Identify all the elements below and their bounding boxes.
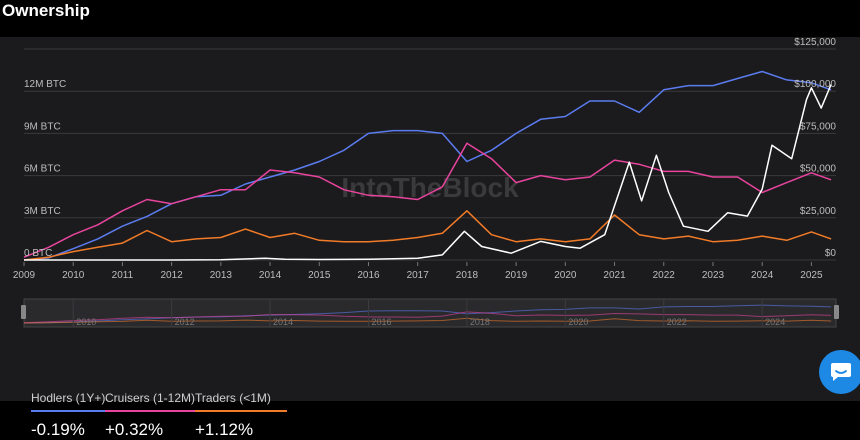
navigator-tick-label: 2016	[371, 317, 391, 327]
y-left-tick: 12M BTC	[24, 79, 66, 90]
navigator-right-handle	[834, 305, 839, 319]
x-tick-label: 2012	[161, 270, 184, 281]
chart-panel: IntoTheBlock $0 $25,000 $50,000 $75,000 $100…	[0, 37, 860, 439]
navigator-tick-label: 2010	[76, 317, 96, 327]
x-tick-label: 2020	[554, 270, 577, 281]
navigator-series-line	[23, 304, 832, 324]
series-line-cruisers-1-12m-	[23, 142, 832, 258]
x-tick-label: 2015	[308, 270, 331, 281]
legend-swatch	[105, 410, 197, 412]
series-line-traders-1m-	[23, 210, 832, 261]
navigator-window	[23, 298, 837, 328]
navigator-tick-label: 2022	[667, 317, 687, 327]
x-tick-label: 2022	[653, 270, 676, 281]
y-left-tick: 0 BTC	[24, 248, 52, 259]
axis-labels: $0 $25,000 $50,000 $75,000 $100,000 $125,000 0…	[13, 37, 837, 281]
chat-button[interactable]	[819, 350, 860, 394]
legend-traders[interactable]: Traders (<1M) +1.12%	[195, 391, 287, 440]
series-line-price	[24, 84, 832, 261]
x-tick-label: 2009	[13, 270, 36, 281]
navigator-left-handle	[21, 305, 26, 319]
series-group	[23, 70, 832, 261]
y-left-tick: 3M BTC	[24, 206, 61, 217]
x-tick-label: 2023	[702, 270, 725, 281]
navigator-tick-label: 2024	[765, 317, 785, 327]
navigator-tick-label: 2020	[568, 317, 588, 327]
x-tick-label: 2019	[505, 270, 528, 281]
x-tick-label: 2025	[800, 270, 823, 281]
series-line-hodlers-1y-	[23, 70, 832, 261]
navigator-series-line	[23, 317, 832, 324]
page-title: Ownership	[2, 1, 90, 20]
x-tick-label: 2011	[112, 270, 134, 281]
x-tick-label: 2024	[751, 270, 774, 281]
navigator-series-line	[23, 311, 832, 324]
watermark-text: IntoTheBlock	[341, 172, 519, 203]
navigator: 2010 2012 2014 2016 2018 2020 2022 2024	[21, 298, 839, 328]
y-right-tick: $125,000	[794, 37, 836, 48]
y-right-tick: $0	[825, 248, 837, 259]
navigator-tick-label: 2018	[470, 317, 490, 327]
x-tick-label: 2010	[62, 270, 85, 281]
y-right-tick: $25,000	[800, 206, 837, 217]
navigator-tick-label: 2014	[273, 317, 293, 327]
legend-cruisers[interactable]: Cruisers (1-12M) +0.32%	[105, 391, 197, 440]
legend-label: Cruisers (1-12M)	[105, 391, 196, 405]
legend-label: Traders (<1M)	[195, 391, 271, 405]
y-right-tick: $50,000	[800, 164, 837, 175]
chat-bubble-icon	[831, 363, 851, 381]
x-tick-label: 2021	[603, 270, 626, 281]
y-left-tick: 9M BTC	[24, 121, 61, 132]
y-left-tick: 6M BTC	[24, 164, 61, 175]
x-tick-label: 2013	[210, 270, 233, 281]
chart-grid	[24, 48, 836, 261]
y-right-tick: $75,000	[800, 121, 837, 132]
x-tick-label: 2018	[456, 270, 479, 281]
legend-swatch	[195, 410, 287, 412]
navigator-tick-label: 2012	[175, 317, 195, 327]
x-tick-label: 2016	[357, 270, 380, 281]
legend-change: +1.12%	[195, 420, 254, 439]
ownership-chart[interactable]: IntoTheBlock $0 $25,000 $50,000 $75,000 $100…	[0, 37, 860, 401]
y-right-tick: $100,000	[794, 79, 836, 90]
legend-change: +0.32%	[105, 420, 164, 439]
x-tick-label: 2017	[407, 270, 430, 281]
x-tick-label: 2014	[259, 270, 282, 281]
